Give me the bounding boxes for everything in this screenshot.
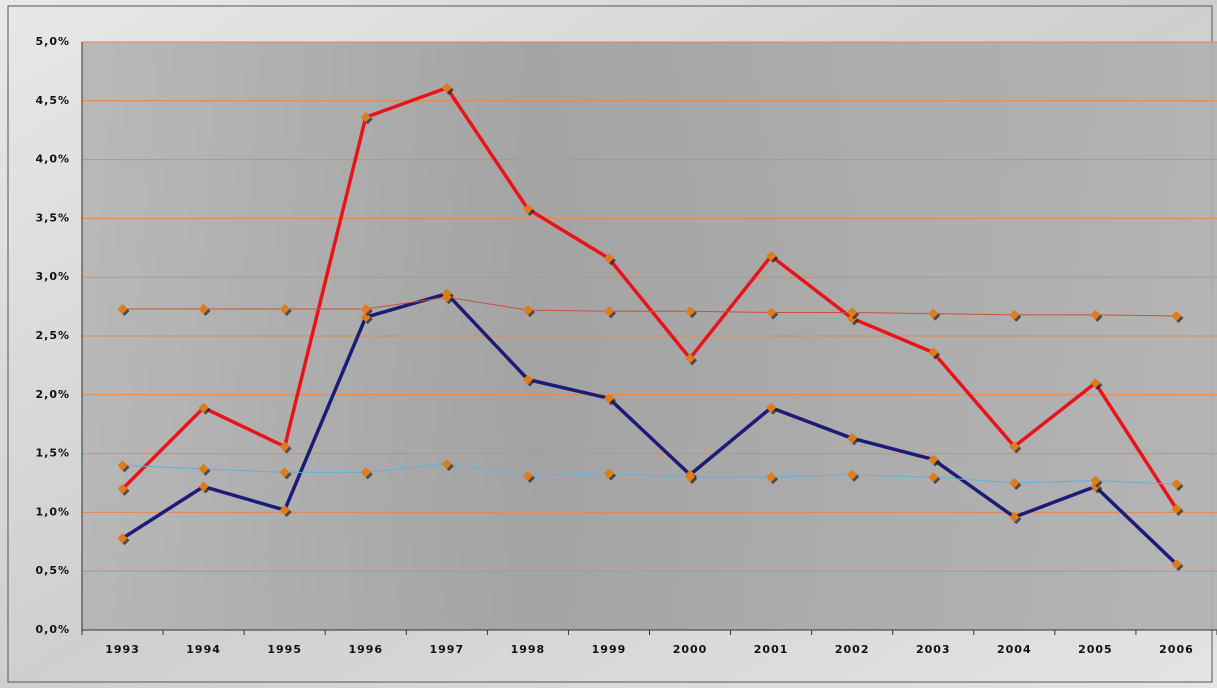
marker [117, 303, 128, 314]
marker [522, 305, 533, 316]
y-tick-label: 4,0% [35, 153, 70, 166]
marker [522, 203, 533, 214]
x-tick-label: 1994 [186, 643, 221, 656]
y-tick-label: 0,5% [35, 564, 70, 577]
y-tick-label: 2,5% [35, 329, 70, 342]
x-tick-label: 2004 [997, 643, 1032, 656]
series-line [121, 291, 1178, 566]
marker [1009, 309, 1020, 320]
marker [766, 472, 777, 483]
marker [360, 303, 371, 314]
y-tick-label: 4,5% [35, 94, 70, 107]
marker [198, 463, 209, 474]
x-tick-label: 1993 [105, 643, 140, 656]
x-tick-label: 1995 [267, 643, 302, 656]
x-tick-label: 1997 [430, 643, 465, 656]
series-line [122, 296, 1177, 317]
marker [847, 307, 858, 318]
marker [766, 307, 777, 318]
marker [1009, 441, 1020, 452]
series-line [122, 463, 1177, 485]
x-tick-label: 2006 [1159, 643, 1194, 656]
y-tick-label: 5,0% [35, 35, 70, 48]
marker [928, 347, 939, 358]
marker [198, 402, 209, 413]
marker [1009, 478, 1020, 488]
marker [928, 472, 939, 483]
marker [928, 308, 939, 319]
marker [685, 353, 696, 364]
x-tick-label: 1996 [348, 643, 383, 656]
x-tick-label: 2002 [835, 643, 870, 656]
x-tick-label: 2001 [754, 643, 789, 656]
marker [117, 533, 128, 544]
marker [1090, 378, 1101, 389]
y-tick-label: 1,0% [35, 505, 70, 518]
marker [117, 460, 128, 471]
marker [1171, 559, 1182, 570]
marker [360, 467, 371, 478]
marker [441, 292, 452, 303]
marker [279, 441, 290, 452]
marker [1171, 503, 1182, 514]
x-tick-label: 1998 [511, 643, 546, 656]
y-tick-label: 0,0% [35, 623, 70, 636]
marker [847, 433, 858, 444]
y-tick-label: 1,5% [35, 447, 70, 460]
marker [1171, 311, 1182, 322]
marker [603, 468, 614, 479]
marker [1090, 475, 1101, 486]
marker [279, 505, 290, 516]
marker [603, 393, 614, 404]
marker [441, 82, 452, 93]
marker [847, 469, 858, 480]
marker [1171, 479, 1182, 490]
marker [1009, 512, 1020, 523]
marker [522, 374, 533, 385]
marker [685, 472, 696, 483]
marker [198, 303, 209, 314]
marker [279, 467, 290, 478]
marker [198, 481, 209, 492]
marker [441, 459, 452, 470]
marker [928, 454, 939, 465]
y-tick-label: 3,5% [35, 211, 70, 224]
marker [603, 253, 614, 264]
marker [766, 251, 777, 262]
x-tick-label: 2003 [916, 643, 951, 656]
y-tick-label: 3,0% [35, 270, 70, 283]
y-tick-label: 2,0% [35, 388, 70, 401]
marker [603, 306, 614, 317]
marker [766, 402, 777, 413]
marker [522, 470, 533, 481]
x-tick-label: 2005 [1078, 643, 1113, 656]
x-tick-label: 2000 [673, 643, 708, 656]
marker [685, 306, 696, 317]
series-line [121, 86, 1178, 510]
marker [360, 112, 371, 123]
marker [279, 303, 290, 314]
marker [1090, 309, 1101, 320]
x-tick-label: 1999 [592, 643, 627, 656]
marker [117, 483, 128, 494]
